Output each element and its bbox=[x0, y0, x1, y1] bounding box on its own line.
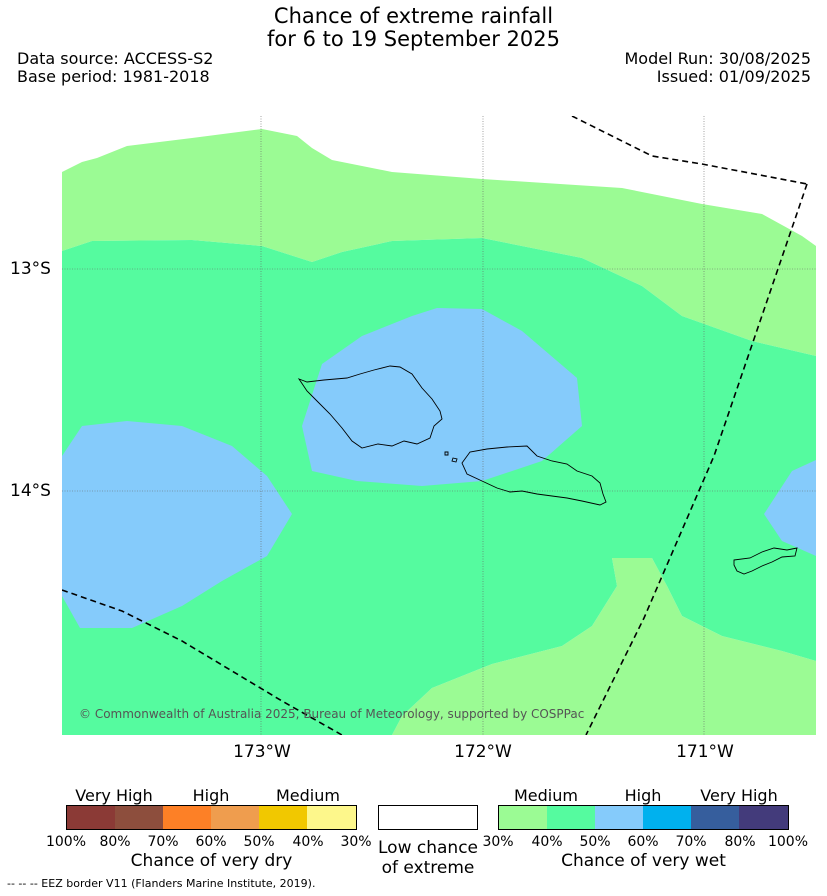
wet-swatch-80-100 bbox=[739, 806, 788, 829]
wet-swatch-70-80 bbox=[691, 806, 740, 829]
dry-swatch-80-70 bbox=[115, 806, 164, 829]
region-30-40-north bbox=[62, 129, 816, 356]
wet-swatch-60-70 bbox=[643, 806, 692, 829]
lon-label-172w: 172°W bbox=[454, 742, 512, 762]
copyright-notice: © Commonwealth of Australia 2025, Bureau… bbox=[79, 707, 584, 721]
dry-swatch-100-80 bbox=[67, 806, 116, 829]
issued-date: Issued: 01/09/2025 bbox=[656, 67, 811, 86]
wet-tick: 60% bbox=[627, 834, 659, 850]
gridlines bbox=[62, 116, 816, 735]
rainfall-map[interactable]: © Commonwealth of Australia 2025, Bureau… bbox=[62, 116, 816, 735]
manono-island bbox=[451, 457, 458, 463]
upolu-island bbox=[461, 445, 607, 506]
dry-tick: 80% bbox=[99, 834, 131, 850]
base-period: Base period: 1981-2018 bbox=[17, 67, 210, 86]
dry-tick: 60% bbox=[195, 834, 227, 850]
wet-tick: 70% bbox=[675, 834, 707, 850]
dry-category-medium: Medium bbox=[276, 786, 340, 805]
eez-border-north bbox=[571, 116, 808, 185]
islands bbox=[297, 365, 798, 575]
eez-border-east bbox=[585, 183, 808, 735]
wet-colorbar bbox=[498, 805, 789, 830]
dry-tick: 40% bbox=[292, 834, 324, 850]
region-30-40-south bbox=[392, 558, 816, 735]
dry-category-very-high: Very High bbox=[75, 786, 153, 805]
wet-category-high: High bbox=[624, 786, 662, 805]
map-title-line2: for 6 to 19 September 2025 bbox=[267, 27, 560, 51]
dry-swatch-50-40 bbox=[259, 806, 308, 829]
dry-tick: 50% bbox=[243, 834, 275, 850]
region-50-60-east bbox=[764, 460, 816, 556]
dry-category-high: High bbox=[192, 786, 230, 805]
map-title-line1: Chance of extreme rainfall bbox=[273, 4, 554, 28]
dry-tick: 100% bbox=[45, 834, 87, 850]
low-chance-label-line2: of extreme bbox=[381, 858, 475, 878]
dry-tick: 30% bbox=[340, 834, 372, 850]
wet-category-medium: Medium bbox=[514, 786, 578, 805]
dry-swatch-70-60 bbox=[163, 806, 212, 829]
eez-border bbox=[62, 116, 808, 735]
lon-label-171w: 171°W bbox=[676, 742, 734, 762]
wet-tick: 30% bbox=[482, 834, 514, 850]
dry-colorbar-title: Chance of very dry bbox=[130, 851, 293, 871]
wet-tick: 80% bbox=[724, 834, 756, 850]
lat-label-14s: 14°S bbox=[10, 481, 51, 501]
eez-border-southwest bbox=[62, 589, 343, 735]
wet-colorbar-title: Chance of very wet bbox=[561, 851, 726, 871]
tutuila-island bbox=[733, 547, 798, 575]
dry-colorbar bbox=[66, 805, 357, 830]
dry-tick: 70% bbox=[147, 834, 179, 850]
wet-swatch-40-50 bbox=[547, 806, 596, 829]
wet-tick: 50% bbox=[579, 834, 611, 850]
low-chance-label-line1: Low chance bbox=[378, 838, 478, 858]
lat-label-13s: 13°S bbox=[10, 259, 51, 279]
model-run: Model Run: 30/08/2025 bbox=[624, 49, 812, 68]
wet-tick: 100% bbox=[767, 834, 809, 850]
dry-swatch-40-30 bbox=[307, 806, 356, 829]
lon-label-173w: 173°W bbox=[233, 742, 291, 762]
region-50-60-central bbox=[302, 308, 582, 486]
wet-category-very-high: Very High bbox=[700, 786, 778, 805]
region-50-60-west bbox=[62, 421, 292, 628]
region-40-50 bbox=[62, 238, 816, 735]
data-source: Data source: ACCESS-S2 bbox=[17, 49, 214, 68]
eez-footnote: -- -- -- EEZ border V11 (Flanders Marine… bbox=[7, 877, 316, 890]
wet-swatch-50-60 bbox=[595, 806, 644, 829]
wet-swatch-30-40 bbox=[499, 806, 548, 829]
savaii-island bbox=[297, 365, 443, 449]
low-chance-swatch bbox=[378, 805, 478, 830]
apolima-island bbox=[444, 451, 449, 456]
dry-swatch-60-50 bbox=[211, 806, 260, 829]
wet-tick: 40% bbox=[531, 834, 563, 850]
